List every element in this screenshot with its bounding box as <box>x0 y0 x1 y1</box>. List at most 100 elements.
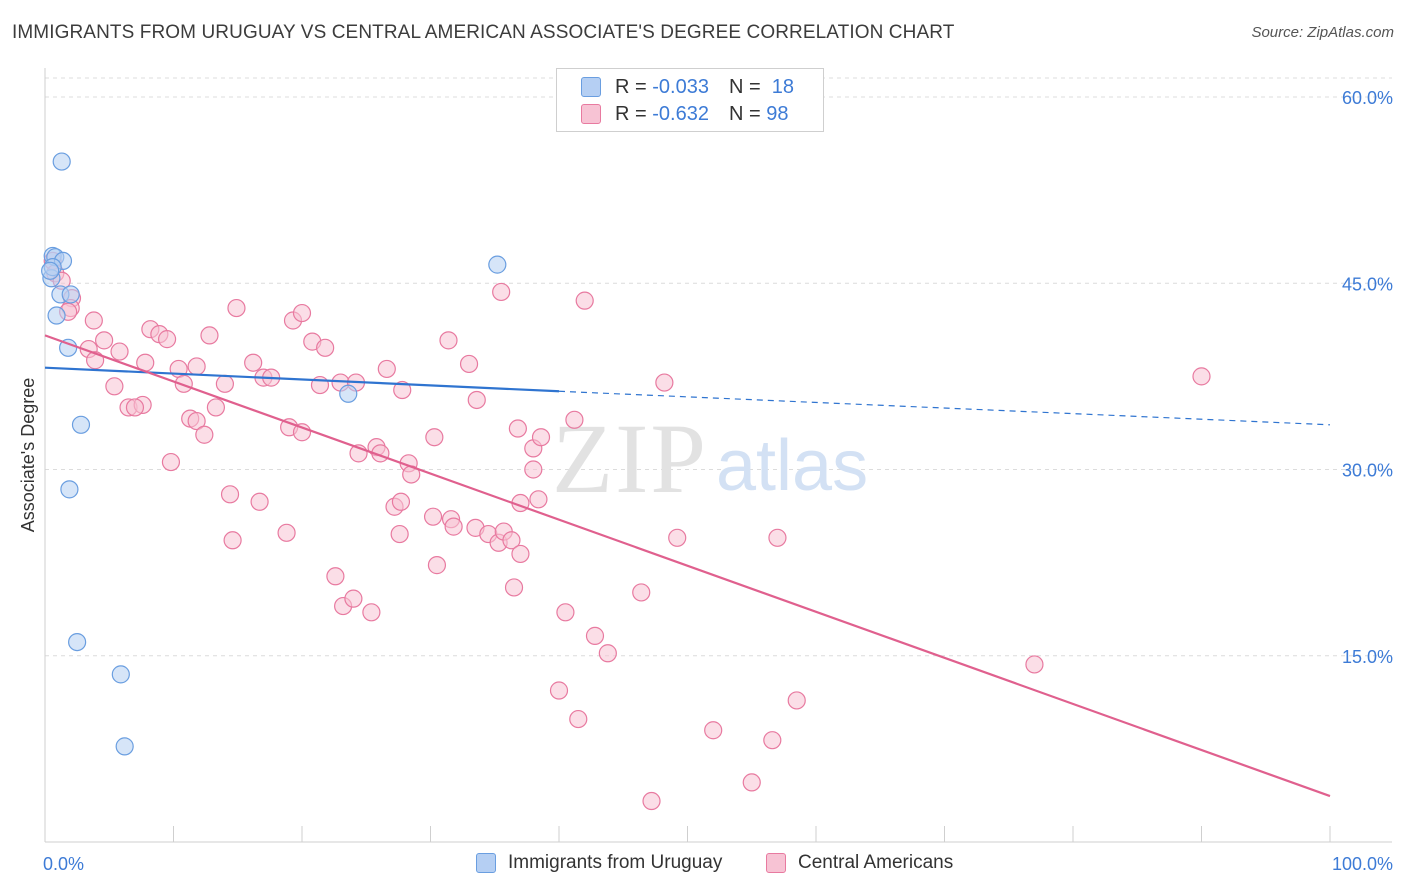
central-american-point-56 <box>427 556 447 575</box>
central-american-point-68 <box>531 428 551 447</box>
series-uruguay <box>41 152 507 756</box>
central-american-point-69 <box>524 460 543 479</box>
central-american-point-18 <box>200 326 219 345</box>
legend-r-label-1: R = <box>615 75 647 98</box>
central-american-point-97 <box>642 791 661 811</box>
central-american-point-35 <box>187 411 206 431</box>
y-tick-label-0: 15.0% <box>1342 647 1393 667</box>
central-american-point-16 <box>174 374 193 393</box>
legend-r-value-2: -0.632 <box>652 102 709 125</box>
central-american-point-74 <box>393 380 412 400</box>
central-american-point-52 <box>391 492 411 511</box>
central-american-point-98 <box>1025 655 1044 674</box>
uruguay-point-11 <box>68 632 87 652</box>
central-american-point-24 <box>292 303 312 323</box>
central-american-point-33 <box>125 398 145 417</box>
legend-r-label-2: R = <box>615 102 647 125</box>
central-american-point-30 <box>105 377 124 396</box>
central-american-point-77 <box>467 390 486 410</box>
central-american-point-96 <box>742 773 761 792</box>
legend-swatch-bottom-uruguay <box>476 853 496 873</box>
central-american-point-79 <box>575 291 594 310</box>
correlation-legend: R = -0.033 N = 18 R = -0.632 N = 98 <box>556 68 824 132</box>
uruguay-point-13 <box>115 737 134 756</box>
central-american-point-86 <box>598 644 617 663</box>
central-american-point-20 <box>244 353 263 372</box>
central-american-point-13 <box>157 330 177 349</box>
central-american-point-89 <box>632 583 651 602</box>
uruguay-trend-line-extension <box>558 390 1331 426</box>
central-american-point-43 <box>250 492 269 511</box>
series-legend: Immigrants from Uruguay Central American… <box>0 852 1406 878</box>
y-tick-label-1: 30.0% <box>1342 461 1393 481</box>
legend-n-label-1: N = <box>728 75 761 98</box>
uruguay-point-12 <box>111 665 130 684</box>
uruguay-point-6 <box>61 285 80 304</box>
y-axis-label: Associate's Degree <box>18 378 38 533</box>
central-american-point-44 <box>223 531 242 550</box>
central-american-point-45 <box>277 523 296 542</box>
central-american-point-80 <box>326 567 345 586</box>
central-american-point-88 <box>569 709 588 729</box>
legend-n-value-2: 98 <box>766 102 789 125</box>
legend-label-uruguay: Immigrants from Uruguay <box>508 852 723 873</box>
uruguay-point-15 <box>488 255 507 274</box>
uruguay-point-14 <box>339 384 358 403</box>
central-american-point-78 <box>492 282 511 302</box>
central-american-point-92 <box>704 721 723 740</box>
uruguay-point-9 <box>71 415 91 434</box>
uruguay-trend-line <box>44 366 560 393</box>
legend-swatch-central-americans <box>581 104 601 124</box>
central-american-point-54 <box>423 507 443 526</box>
legend-row-uruguay: R = -0.033 N = 18 <box>581 75 794 99</box>
legend-n-value-1: 18 <box>771 75 795 98</box>
central-american-point-71 <box>565 410 584 429</box>
central-american-point-42 <box>220 485 240 504</box>
central-american-point-19 <box>227 298 246 318</box>
chart-source: Source: ZipAtlas.com <box>1251 24 1394 41</box>
central-american-point-57 <box>444 517 463 536</box>
central-american-point-26 <box>316 338 335 357</box>
central-american-point-99 <box>1192 367 1211 386</box>
central-american-point-93 <box>768 528 787 547</box>
central-american-point-82 <box>344 589 363 608</box>
central-american-point-70 <box>508 419 527 438</box>
central-american-point-17 <box>187 357 206 376</box>
y-tick-label-3: 60.0% <box>1342 88 1393 108</box>
legend-swatch-uruguay <box>581 77 601 97</box>
central-american-point-73 <box>377 359 396 379</box>
central-american-point-95 <box>763 731 782 750</box>
central-american-point-10 <box>110 342 129 361</box>
central-american-point-64 <box>504 578 524 597</box>
watermark: ZIP atlas <box>552 403 868 514</box>
series-central-americans <box>43 251 1211 811</box>
legend-n-label-2: N = <box>728 102 761 125</box>
central-american-point-87 <box>549 681 569 700</box>
tick-labels: 15.0% 30.0% 45.0% 60.0% 0.0% 100.0% <box>43 88 1393 874</box>
central-american-point-6 <box>84 311 103 330</box>
central-american-point-66 <box>529 490 548 509</box>
central-american-point-90 <box>655 373 674 392</box>
central-american-point-72 <box>425 428 444 447</box>
uruguay-point-17 <box>41 261 60 280</box>
central-american-point-63 <box>511 544 530 564</box>
central-american-point-41 <box>161 452 181 472</box>
legend-r-value-1: -0.033 <box>652 75 709 98</box>
legend-item-uruguay: Immigrants from Uruguay <box>476 852 722 874</box>
central-american-point-76 <box>459 354 479 374</box>
watermark-atlas: atlas <box>716 426 868 506</box>
central-american-point-94 <box>787 691 806 710</box>
central-american-point-91 <box>668 528 687 547</box>
legend-item-central-americans: Central Americans <box>766 852 953 874</box>
uruguay-point-7 <box>47 306 66 325</box>
central-american-point-37 <box>215 374 234 393</box>
uruguay-point-10 <box>60 480 79 499</box>
x-tick-label-0: 0.0% <box>43 854 84 874</box>
chart-title: IMMIGRANTS FROM URUGUAY VS CENTRAL AMERI… <box>12 22 955 43</box>
central-american-point-62 <box>502 531 521 550</box>
central-american-point-75 <box>439 331 458 350</box>
legend-label-central-americans: Central Americans <box>798 852 954 873</box>
central-american-point-85 <box>585 626 605 645</box>
central-american-point-84 <box>556 603 575 622</box>
